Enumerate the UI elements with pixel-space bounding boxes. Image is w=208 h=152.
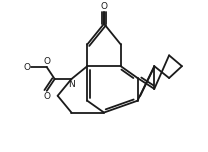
Text: O: O xyxy=(43,57,50,66)
Text: N: N xyxy=(68,80,75,89)
Text: O: O xyxy=(43,92,50,101)
Text: O: O xyxy=(100,2,108,11)
Text: O: O xyxy=(23,63,30,72)
